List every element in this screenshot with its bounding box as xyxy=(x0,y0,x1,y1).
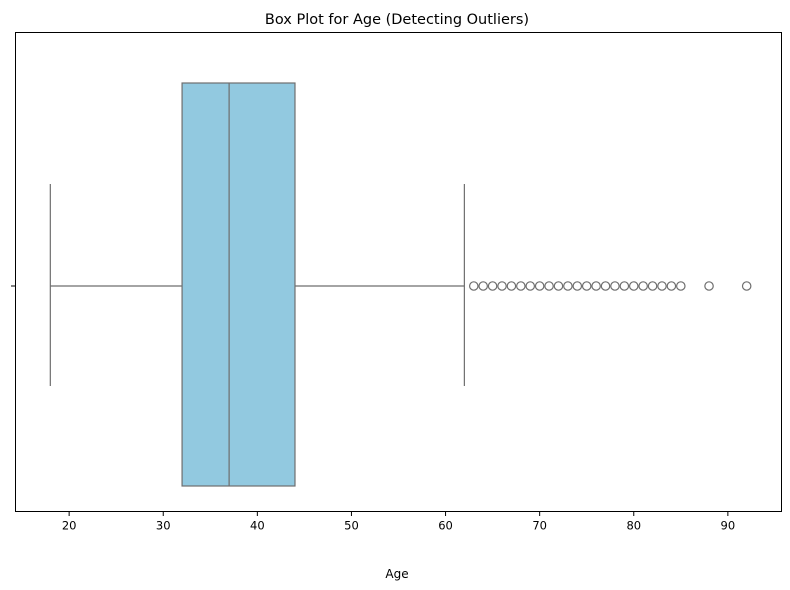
outlier-point xyxy=(666,281,677,291)
outlier-point xyxy=(544,281,554,291)
outlier-point xyxy=(525,281,536,291)
outlier-point xyxy=(553,281,564,291)
x-tick-label: 40 xyxy=(250,519,265,533)
chart-title: Box Plot for Age (Detecting Outliers) xyxy=(265,12,529,28)
outlier-point xyxy=(506,281,517,291)
box-plot-marks xyxy=(49,82,752,487)
x-tick-label: 60 xyxy=(438,519,453,533)
outlier-point xyxy=(638,281,648,291)
x-tick-label: 80 xyxy=(626,519,641,533)
x-tick-label: 20 xyxy=(62,519,77,533)
outlier-point xyxy=(516,281,526,291)
outlier-point xyxy=(600,281,611,291)
outlier-point xyxy=(563,281,573,291)
outlier-point xyxy=(497,281,507,291)
outlier-point xyxy=(478,281,488,291)
x-tick-label: 70 xyxy=(532,519,547,533)
x-axis-label: Age xyxy=(385,567,408,581)
outlier-point xyxy=(591,281,601,291)
outlier-point xyxy=(647,281,658,291)
outlier-point xyxy=(741,281,752,291)
plot-area-frame xyxy=(15,32,782,512)
outlier-point xyxy=(581,281,592,291)
outlier-point xyxy=(572,281,583,291)
outlier-point xyxy=(704,281,714,291)
outlier-point xyxy=(534,281,545,291)
x-tick-label: 90 xyxy=(721,519,736,533)
outlier-point xyxy=(487,281,498,291)
outlier-point xyxy=(628,281,639,291)
x-tick-label: 50 xyxy=(344,519,359,533)
interquartile-box xyxy=(181,82,296,487)
x-axis-ticks: 20 30 40 50 60 70 80 90 xyxy=(62,511,736,533)
outlier-point xyxy=(619,281,630,291)
outlier-point xyxy=(657,281,667,291)
outlier-point xyxy=(468,281,479,291)
x-tick-label: 30 xyxy=(156,519,171,533)
outlier-point xyxy=(676,281,686,291)
outlier-point xyxy=(610,281,620,291)
